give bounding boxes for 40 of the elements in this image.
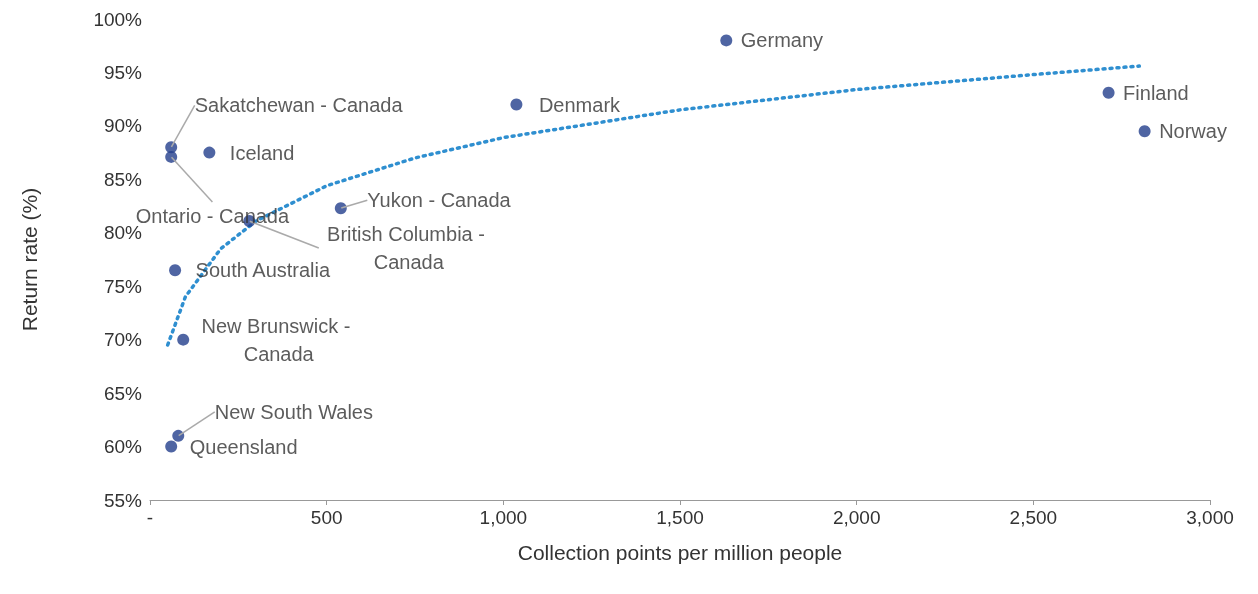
annotation: Germany	[740, 29, 824, 52]
y-tick-label: 90%	[103, 115, 143, 137]
point	[1102, 86, 1115, 99]
point	[203, 146, 216, 159]
annotation: Denmark	[538, 93, 622, 116]
y-tick-label: 100%	[93, 8, 143, 30]
annotation: New South Wales	[214, 400, 373, 423]
point	[165, 150, 178, 163]
x-tick-label: 500	[310, 507, 343, 528]
x-tick-label: -	[146, 507, 154, 528]
point	[177, 333, 190, 346]
x-tick-label: 1,500	[656, 507, 704, 528]
y-tick-label: 75%	[103, 275, 143, 297]
x-tick-label: 2,000	[832, 507, 881, 528]
point	[169, 264, 182, 277]
x-tick-label: 3,000	[1186, 507, 1234, 528]
annotation: Finland	[1123, 81, 1189, 104]
point	[334, 202, 347, 215]
point	[1138, 125, 1151, 138]
annotation: Norway	[1159, 120, 1227, 143]
y-tick-label: 80%	[103, 222, 143, 244]
point	[172, 429, 185, 442]
point	[165, 440, 178, 453]
annotation: Sakatchewan - Canada	[194, 94, 404, 117]
y-tick-label: 65%	[103, 382, 143, 404]
point	[510, 98, 523, 111]
y-tick-label: 70%	[103, 329, 143, 351]
annotation: New Brunswick - Canada	[201, 314, 356, 365]
point	[720, 34, 733, 47]
y-tick-label: 60%	[103, 436, 143, 458]
annotation: Queensland	[189, 435, 298, 458]
y-tick-label: 95%	[103, 61, 143, 83]
x-tick-label: 2,500	[1009, 507, 1058, 528]
y-axis-title: Return rate (%)	[18, 187, 41, 332]
y-tick-label: 85%	[103, 168, 143, 190]
y-tick-label: 55%	[103, 489, 143, 511]
x-axis-title: Collection points per million people	[517, 541, 843, 564]
annotation: Yukon - Canada	[367, 189, 512, 212]
x-tick-label: 1,000	[479, 507, 528, 528]
annotation: Iceland	[229, 141, 295, 164]
